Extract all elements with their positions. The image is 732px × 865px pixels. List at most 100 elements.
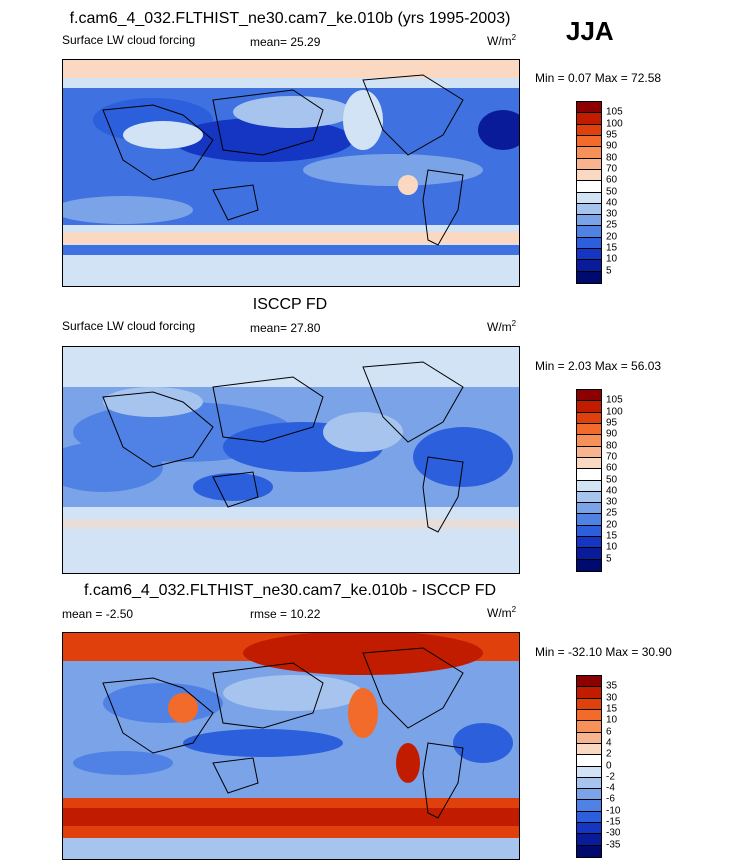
panel-2-mean: mean= 27.80 <box>250 321 321 335</box>
panel-1-map <box>62 59 520 287</box>
colorbar-tick-label: 30 <box>606 692 618 704</box>
colorbar-tick-label: 95 <box>606 129 618 141</box>
colorbar-tick-label: 10 <box>606 541 618 553</box>
colorbar-segment <box>577 102 601 114</box>
panel-1-mean: mean= 25.29 <box>250 35 321 49</box>
colorbar-segment <box>577 823 601 835</box>
colorbar-segment <box>577 169 601 182</box>
colorbar-segment <box>577 192 601 204</box>
colorbar-tick-label: 95 <box>606 417 618 429</box>
colorbar-segment <box>577 124 601 136</box>
colorbar-segment <box>577 548 601 560</box>
colorbar-segment <box>577 271 601 283</box>
colorbar-segment <box>577 215 601 227</box>
colorbar-tick-label: 70 <box>606 163 618 175</box>
panel-2-colorbar-segments <box>577 390 601 571</box>
colorbar-segment <box>577 743 601 756</box>
colorbar-segment <box>577 469 601 481</box>
colorbar-segment <box>577 226 601 238</box>
colorbar-tick-label: 50 <box>606 186 618 197</box>
colorbar-tick-label: 90 <box>606 140 618 152</box>
colorbar-tick-label: -4 <box>606 782 615 794</box>
colorbar-segment <box>577 412 601 424</box>
panel-3-minmax: Min = -32.10 Max = 30.90 <box>535 645 672 659</box>
colorbar-segment <box>577 709 601 722</box>
panel-3-units: W/m2 <box>487 605 517 620</box>
colorbar-tick-label: 20 <box>606 519 618 531</box>
colorbar-segment <box>577 457 601 470</box>
panel-1-colorbar-segments <box>577 102 601 283</box>
panel-3-map-svg <box>63 633 519 859</box>
colorbar-tick-label: 20 <box>606 231 618 243</box>
panel-2-left-label: Surface LW cloud forcing <box>62 319 196 333</box>
panel-2-title: ISCCP FD <box>252 296 328 313</box>
colorbar-tick-label: 40 <box>606 197 618 209</box>
colorbar-tick-label: -2 <box>606 771 615 783</box>
panel-2-minmax: Min = 2.03 Max = 56.03 <box>535 359 662 373</box>
colorbar-segment <box>577 113 601 125</box>
colorbar-segment <box>577 423 601 436</box>
colorbar-tick-label: 100 <box>606 406 623 418</box>
panel-3-map <box>62 632 520 860</box>
colorbar-segment <box>577 158 601 170</box>
colorbar-tick-label: 60 <box>606 174 618 186</box>
colorbar-tick-label: 100 <box>606 118 623 130</box>
colorbar-tick-label: 80 <box>606 152 618 164</box>
panel-3-colorbar-segments <box>577 676 601 857</box>
colorbar-tick-label: -10 <box>606 805 621 817</box>
colorbar-tick-label: 15 <box>606 530 618 542</box>
colorbar-segment <box>577 503 601 515</box>
colorbar-tick-label: 35 <box>606 680 618 692</box>
colorbar-tick-label: -35 <box>606 839 621 851</box>
panel-1-colorbar <box>576 101 602 284</box>
colorbar-segment <box>577 766 601 778</box>
colorbar-tick-label: 15 <box>606 242 618 254</box>
colorbar-segment <box>577 237 601 250</box>
colorbar-tick-label: 90 <box>606 428 618 440</box>
panel-3-mean: mean = -2.50 <box>62 607 134 621</box>
panel-2-map-svg <box>63 347 519 573</box>
colorbar-segment <box>577 845 601 857</box>
colorbar-tick-label: -15 <box>606 816 621 828</box>
colorbar-segment <box>577 559 601 571</box>
colorbar-tick-label: 6 <box>606 726 612 738</box>
panel-3-rmse: rmse = 10.22 <box>250 607 321 621</box>
colorbar-segment <box>577 676 601 688</box>
colorbar-tick-label: 10 <box>606 253 618 265</box>
panel-1-map-svg <box>63 60 519 286</box>
colorbar-segment <box>577 525 601 538</box>
colorbar-segment <box>577 181 601 193</box>
panel-1-units: W/m2 <box>487 33 517 48</box>
colorbar-segment <box>577 721 601 733</box>
colorbar-tick-label: -6 <box>606 793 615 805</box>
panel-2-units: W/m2 <box>487 319 517 334</box>
colorbar-segment <box>577 147 601 159</box>
colorbar-segment <box>577 390 601 402</box>
colorbar-tick-label: 80 <box>606 440 618 452</box>
colorbar-segment <box>577 480 601 492</box>
colorbar-segment <box>577 789 601 801</box>
season-label: JJA <box>566 16 614 46</box>
colorbar-segment <box>577 834 601 846</box>
colorbar-tick-label: 5 <box>606 265 612 277</box>
colorbar-tick-label: 60 <box>606 462 618 474</box>
colorbar-segment <box>577 260 601 272</box>
colorbar-tick-label: 4 <box>606 737 612 749</box>
colorbar-segment <box>577 401 601 413</box>
colorbar-tick-label: 40 <box>606 485 618 497</box>
colorbar-segment <box>577 249 601 261</box>
panel-3-colorbar <box>576 675 602 858</box>
colorbar-segment <box>577 811 601 824</box>
colorbar-segment <box>577 800 601 812</box>
colorbar-segment <box>577 435 601 447</box>
colorbar-tick-label: 50 <box>606 474 618 485</box>
colorbar-segment <box>577 777 601 790</box>
colorbar-tick-label: 15 <box>606 703 618 715</box>
panel-2-colorbar <box>576 389 602 572</box>
colorbar-tick-label: 2 <box>606 748 612 760</box>
colorbar-tick-label: 5 <box>606 553 612 565</box>
colorbar-tick-label: 25 <box>606 219 618 231</box>
colorbar-tick-label: 105 <box>606 106 623 118</box>
colorbar-segment <box>577 446 601 458</box>
colorbar-segment <box>577 491 601 504</box>
